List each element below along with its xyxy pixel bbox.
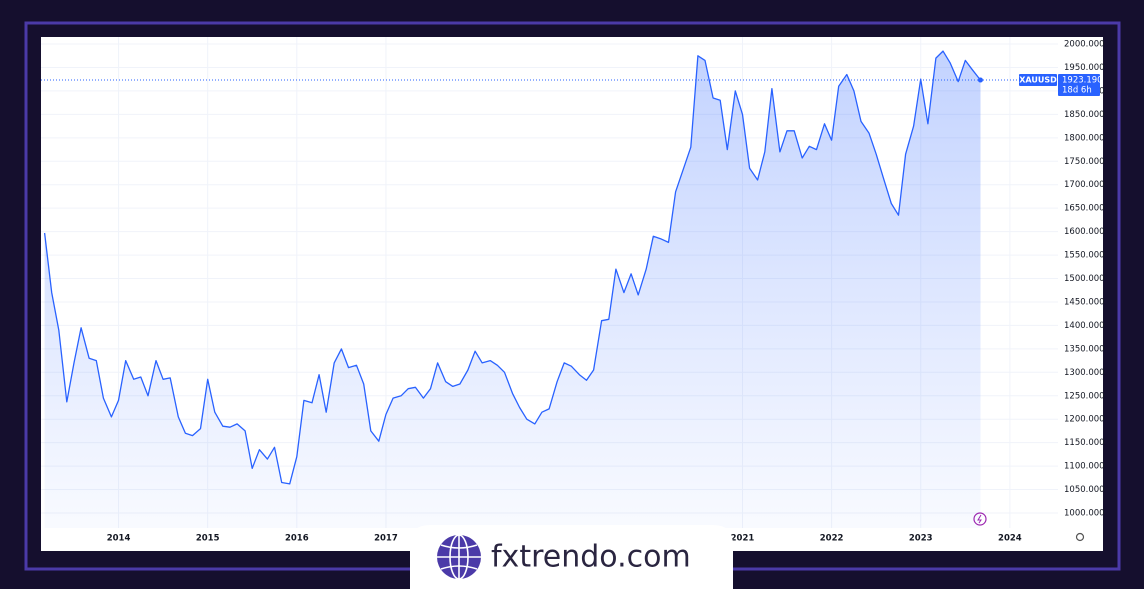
x-tick-label: 2021 — [731, 534, 755, 544]
y-tick-label: 1150.000 — [1064, 438, 1105, 448]
x-tick-label: 2023 — [909, 534, 933, 544]
symbol-label: XAUUSD — [1019, 76, 1057, 85]
y-tick-label: 1250.000 — [1064, 391, 1105, 401]
price-tag — [1058, 74, 1100, 97]
y-tick-label: 1850.000 — [1064, 110, 1105, 120]
countdown-label: 18d 6h — [1062, 86, 1092, 96]
y-tick-label: 1650.000 — [1064, 204, 1105, 214]
y-tick-label: 2000.000 — [1064, 40, 1105, 50]
x-tick-label: 2017 — [374, 534, 398, 544]
brand-text: fxtrendo.com — [491, 540, 691, 575]
brand-logo — [437, 534, 481, 580]
event-bolt — [977, 514, 982, 524]
y-tick-label: 1750.000 — [1064, 157, 1105, 167]
y-tick-label: 1300.000 — [1064, 368, 1105, 378]
last-point — [977, 77, 983, 83]
area-fill — [44, 51, 981, 528]
x-tick-label: 2014 — [107, 534, 131, 544]
event-icon — [973, 512, 987, 526]
plot: 1000.000 1050.000 1100.000 1150.000 1200.000… — [41, 37, 1105, 544]
y-tick-label: 1550.000 — [1064, 251, 1105, 261]
settings-icon — [1075, 532, 1085, 542]
y-tick-label: 1400.000 — [1064, 321, 1105, 331]
price-line — [43, 50, 982, 485]
y-tick-label: 1500.000 — [1064, 274, 1105, 284]
y-tick-label: 1700.000 — [1064, 180, 1105, 190]
brand-badge — [410, 525, 733, 589]
y-tick-label: 1800.000 — [1064, 133, 1105, 143]
y-tick-label: 1200.000 — [1064, 415, 1105, 425]
y-tick-label: 1050.000 — [1064, 485, 1105, 495]
y-tick-label: 1100.000 — [1064, 462, 1105, 472]
x-tick-label: 2015 — [196, 534, 220, 544]
y-tick-label: 1450.000 — [1064, 297, 1105, 307]
y-tick-label: 1350.000 — [1064, 344, 1105, 354]
x-tick-label: 2022 — [820, 534, 844, 544]
y-tick-label: 1950.000 — [1064, 63, 1105, 73]
x-tick-label: 2016 — [285, 534, 309, 544]
last-price-label: 1923.190 — [1062, 76, 1103, 86]
x-tick-label: 2024 — [998, 534, 1022, 544]
y-tick-label: 1000.000 — [1064, 508, 1105, 518]
y-tick-label: 1600.000 — [1064, 227, 1105, 237]
symbol-tag — [1019, 74, 1057, 87]
